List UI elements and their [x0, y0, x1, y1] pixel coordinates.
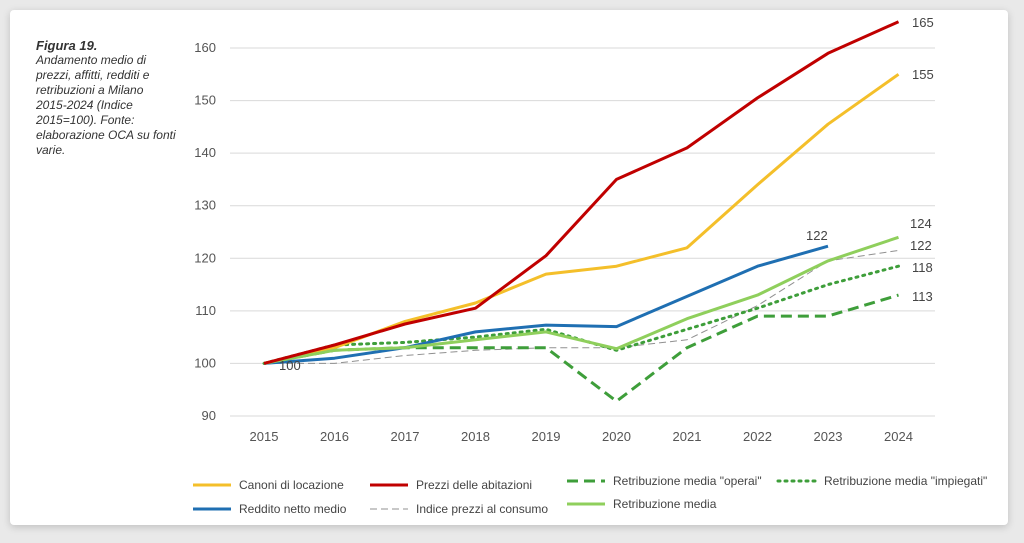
- figure-description: Andamento medio di prezzi, affitti, redd…: [36, 53, 176, 157]
- x-tick-label: 2015: [250, 429, 279, 444]
- x-tick-label: 2019: [532, 429, 561, 444]
- legend-item: Reddito netto medio: [193, 502, 347, 516]
- legend-label: Retribuzione media "operai": [613, 474, 762, 488]
- end-value-label: 113: [912, 289, 933, 304]
- figure-number: Figura 19.: [36, 38, 98, 53]
- y-tick-label: 120: [194, 250, 216, 265]
- x-tick-label: 2024: [884, 429, 913, 444]
- data-labels: 155 165 113 118 122 122 124 100: [279, 15, 934, 373]
- legend-label: Indice prezzi al consumo: [416, 502, 548, 516]
- x-tick-label: 2017: [391, 429, 420, 444]
- start-value-label: 100: [279, 358, 301, 373]
- end-value-label: 122: [910, 238, 932, 253]
- x-tick-label: 2016: [320, 429, 349, 444]
- grid-lines: [230, 47, 935, 417]
- x-axis-ticks: 2015 2016 2017 2018 2019 2020 2021 2022 2023 2024: [250, 429, 913, 444]
- y-tick-label: 100: [194, 355, 216, 370]
- legend-item: Indice prezzi al consumo: [370, 502, 548, 516]
- x-tick-label: 2022: [743, 429, 772, 444]
- figure-card: Figura 19. Andamento medio di prezzi, af…: [10, 10, 1008, 525]
- x-tick-label: 2021: [673, 429, 702, 444]
- end-value-label: 124: [910, 216, 932, 231]
- y-tick-label: 150: [194, 93, 216, 108]
- legend-item: Prezzi delle abitazioni: [370, 478, 532, 492]
- y-tick-label: 90: [202, 408, 216, 423]
- y-tick-label: 130: [194, 198, 216, 213]
- end-value-label: 122: [806, 228, 828, 243]
- y-tick-label: 160: [194, 40, 216, 55]
- end-value-label: 155: [912, 67, 934, 82]
- x-tick-label: 2018: [461, 429, 490, 444]
- legend-item: Retribuzione media "impiegati": [776, 474, 987, 488]
- series-line-1: [263, 20, 900, 365]
- y-axis-ticks: 90 100 110 120 130 140 150 160: [194, 40, 216, 423]
- figure-caption: Figura 19. Andamento medio di prezzi, af…: [36, 38, 176, 158]
- series-line-4: [263, 244, 829, 365]
- series-lines: [262, 20, 900, 403]
- x-tick-label: 2020: [602, 429, 631, 444]
- legend-label: Retribuzione media "impiegati": [824, 474, 987, 488]
- legend-item: Canoni di locazione: [193, 478, 344, 492]
- y-tick-label: 140: [194, 145, 216, 160]
- legend-item: Retribuzione media "operai": [567, 474, 762, 488]
- series-line-5: [264, 249, 899, 364]
- legend-label: Reddito netto medio: [239, 502, 347, 516]
- y-tick-label: 110: [195, 303, 216, 318]
- x-tick-label: 2023: [814, 429, 843, 444]
- legend-label: Retribuzione media: [613, 497, 717, 511]
- series-line-6: [263, 235, 899, 365]
- legend-label: Canoni di locazione: [239, 478, 344, 492]
- legend-label: Prezzi delle abitazioni: [416, 478, 532, 492]
- end-value-label: 165: [912, 15, 934, 30]
- legend: Canoni di locazione Prezzi delle abitazio…: [193, 474, 987, 516]
- end-value-label: 118: [912, 260, 933, 275]
- legend-item: Retribuzione media: [567, 497, 717, 511]
